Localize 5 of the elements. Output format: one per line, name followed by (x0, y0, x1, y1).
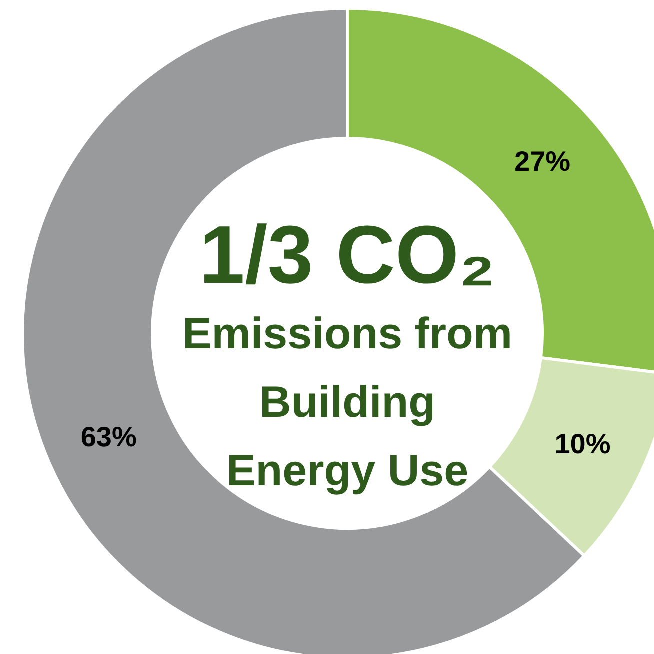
text: Emissions from Building Energy Use (182, 309, 513, 496)
data-label: 27% (514, 146, 571, 178)
data-label: 10% (554, 428, 611, 460)
data-label: 63% (80, 421, 138, 452)
text: 1/3 CO₂ (199, 210, 496, 301)
